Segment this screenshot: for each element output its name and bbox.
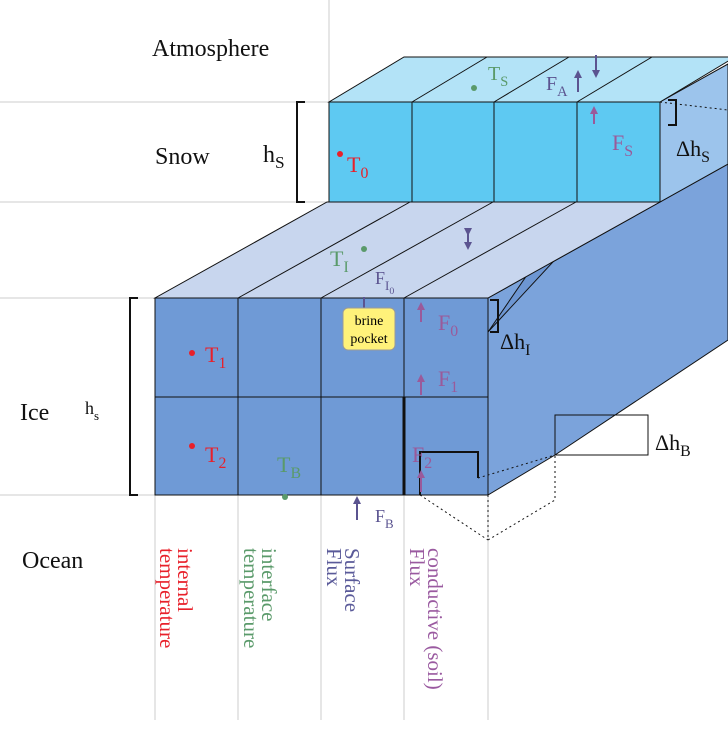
symbol-base: F: [612, 130, 624, 155]
layer-label: Atmosphere: [152, 36, 269, 62]
symbol-sub: 0: [360, 165, 368, 182]
symbol-sub: S: [624, 143, 633, 160]
symbol-base: F: [438, 366, 450, 391]
layer-label: Snow: [155, 144, 210, 170]
symbol-sub: B: [680, 443, 691, 460]
symbol: FB: [375, 506, 394, 531]
symbol-base: Δh: [655, 430, 680, 455]
symbol-sub: s: [94, 408, 99, 423]
symbol-base: h: [85, 398, 94, 418]
symbol: hS: [263, 142, 285, 172]
symbol-sub: A: [557, 84, 568, 100]
symbol-base: F: [375, 268, 385, 288]
symbol-base: Δh: [500, 329, 525, 354]
symbol-base: h: [263, 142, 275, 168]
symbol-base: T: [277, 452, 291, 477]
symbol-base: T: [205, 442, 219, 467]
symbol-base: F: [412, 442, 424, 467]
symbol-sub: B: [385, 516, 394, 531]
blocks: [155, 57, 728, 495]
symbol-base: Δh: [676, 136, 701, 161]
symbol-base: T: [488, 63, 500, 85]
symbol-sub: 2: [218, 455, 226, 472]
symbol-base: F: [375, 506, 385, 526]
legend-text: temperature: [155, 548, 179, 648]
layer-label: Ocean: [22, 548, 83, 574]
symbol-sub: S: [500, 74, 508, 90]
symbol-sub: 1: [450, 379, 458, 396]
symbol-sub: 1: [218, 355, 226, 372]
symbol-sub: I: [525, 342, 530, 359]
diagram: brine pocket Atmosphere Snow Ice Ocean h…: [0, 0, 728, 745]
symbol-base: T: [330, 246, 344, 271]
symbol: hs: [85, 398, 99, 423]
symbol-subsub: 0: [389, 286, 394, 297]
brine-label: brine: [355, 314, 384, 329]
symbol-sub: B: [290, 465, 301, 482]
symbol-sub: I: [343, 259, 348, 276]
legend-text: Flux: [405, 548, 429, 587]
symbol-sub: 2: [424, 455, 432, 472]
brine-label: pocket: [350, 332, 387, 347]
legend: internal temperature interface temperatu…: [155, 548, 447, 690]
symbol-base: T: [205, 342, 219, 367]
legend-text: temperature: [239, 548, 263, 648]
page: {"layers": {"atmosphere": "Atmosphere", …: [0, 0, 728, 745]
layer-label: Ice: [20, 400, 49, 426]
symbol-base: T: [347, 152, 361, 177]
symbol-base: F: [546, 73, 557, 95]
symbol-sub: S: [275, 153, 285, 172]
symbol-sub: S: [701, 149, 710, 166]
legend-text: Flux: [322, 548, 346, 587]
symbol-sub: 0: [450, 323, 458, 340]
symbol-base: F: [438, 310, 450, 335]
symbol: ΔhB: [655, 430, 691, 460]
